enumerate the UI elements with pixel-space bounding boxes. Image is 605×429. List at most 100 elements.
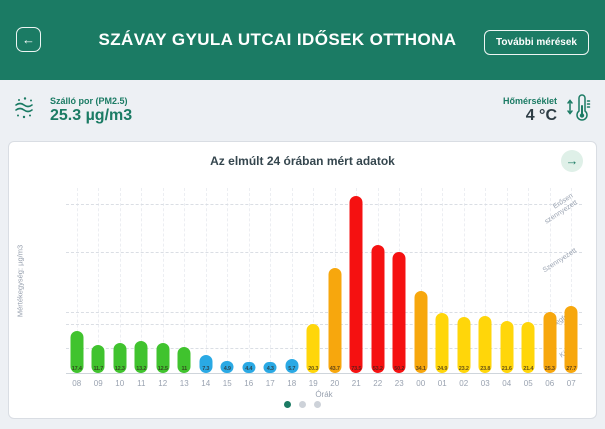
bar-column: 4.3 17: [260, 188, 282, 388]
bar-value-label: 73.5: [351, 365, 362, 372]
bar-19[interactable]: 20.3: [306, 324, 320, 373]
x-axis-tick-label: 17: [265, 379, 275, 388]
pagination-dot-3[interactable]: [314, 401, 321, 408]
x-axis-tick-label: 08: [72, 379, 82, 388]
pagination-dot-1[interactable]: [284, 401, 291, 408]
vertical-gridline: [463, 188, 465, 373]
bar-22[interactable]: 53.2: [371, 245, 385, 373]
chart-card-header: Az elmúlt 24 órában mért adatok →: [9, 142, 596, 180]
vertical-gridline: [528, 188, 530, 373]
bar-16[interactable]: 4.4: [242, 362, 256, 373]
gridline: [66, 348, 582, 349]
bar-column: 21.6 04: [496, 188, 518, 388]
bar-17[interactable]: 4.3: [263, 362, 277, 373]
vertical-gridline: [571, 188, 573, 373]
page-title: SZÁVAY GYULA UTCAI IDŐSEK OTTHONA: [98, 30, 457, 49]
bar-value-label: 11: [181, 365, 188, 372]
vertical-gridline: [162, 188, 164, 373]
bar-08[interactable]: 17.4: [70, 331, 84, 373]
bar-value-label: 23.8: [480, 365, 491, 372]
x-axis-tick-label: 04: [502, 379, 512, 388]
bar-07[interactable]: 27.7: [564, 306, 578, 373]
bar-23[interactable]: 50.2: [392, 252, 406, 373]
x-axis-tick-label: 18: [287, 379, 297, 388]
gridline: [66, 252, 582, 253]
pm-value: 25.3 µg/m3: [50, 106, 133, 124]
bar-value-label: 4.4: [245, 365, 253, 372]
bar-10[interactable]: 12.3: [113, 343, 127, 373]
vertical-gridline: [205, 188, 207, 373]
pm-label: Szálló por (PM2.5): [50, 95, 128, 106]
x-axis-tick-label: 19: [308, 379, 318, 388]
bar-20[interactable]: 43.7: [328, 268, 342, 373]
more-measurements-button[interactable]: További mérések: [484, 30, 589, 55]
bar-01[interactable]: 24.9: [435, 313, 449, 373]
vertical-gridline: [313, 188, 315, 373]
bar-13[interactable]: 11: [177, 347, 191, 373]
bar-18[interactable]: 5.7: [285, 359, 299, 373]
vertical-gridline: [506, 188, 508, 373]
bar-value-label: 12.3: [114, 365, 125, 372]
vertical-gridline: [119, 188, 121, 373]
bar-00[interactable]: 34.1: [414, 291, 428, 373]
bar-value-label: 5.7: [288, 365, 296, 372]
x-axis-tick-label: 09: [93, 379, 103, 388]
bar-02[interactable]: 23.2: [457, 317, 471, 373]
x-axis-tick-label: 06: [545, 379, 555, 388]
bar-value-label: 34.1: [415, 365, 426, 372]
bar-value-label: 20.3: [308, 365, 319, 372]
bar-21[interactable]: 73.5: [349, 196, 363, 373]
bar-value-label: 12.5: [157, 365, 168, 372]
x-axis-tick-label: 00: [416, 379, 426, 388]
vertical-gridline: [549, 188, 551, 373]
bar-value-label: 24.9: [437, 365, 448, 372]
x-axis-tick-label: 22: [373, 379, 383, 388]
bar-06[interactable]: 25.3: [543, 312, 557, 373]
gridline: [66, 324, 582, 325]
x-axis-tick-label: 02: [459, 379, 469, 388]
arrow-right-icon: →: [565, 153, 579, 168]
vertical-gridline: [248, 188, 250, 373]
next-chart-button[interactable]: →: [561, 150, 583, 172]
back-button[interactable]: ←: [16, 27, 41, 52]
chart-title: Az elmúlt 24 órában mért adatok: [210, 154, 395, 168]
bar-04[interactable]: 21.6: [500, 321, 514, 373]
vertical-gridline: [227, 188, 229, 373]
bar-03[interactable]: 23.8: [478, 316, 492, 373]
bar-value-label: 27.7: [566, 365, 577, 372]
bar-column: 17.4 08: [66, 188, 88, 388]
bar-value-label: 4.3: [266, 365, 274, 372]
bar-column: 7.3 14: [195, 188, 217, 388]
bar-columns: 17.4 08 11.7 09 12.3 10 13.2 11 12.5 12 11 13 7.3 14 4…: [66, 188, 582, 388]
x-axis-tick-label: 14: [201, 379, 211, 388]
metrics-bar: Szálló por (PM2.5) 25.3 µg/m3 Hőmérsékle…: [0, 80, 605, 140]
bar-11[interactable]: 13.2: [134, 341, 148, 373]
bar-column: 5.7 18: [281, 188, 303, 388]
bar-column: 50.2 23: [389, 188, 411, 388]
thermometer-icon: [565, 93, 591, 128]
bar-15[interactable]: 4.9: [220, 361, 234, 373]
bar-value-label: 23.2: [458, 365, 469, 372]
app-header: ← SZÁVAY GYULA UTCAI IDŐSEK OTTHONA Tová…: [0, 0, 605, 80]
bar-05[interactable]: 21.4: [521, 322, 535, 373]
bar-column: 11.7 09: [88, 188, 110, 388]
bar-column: 12.5 12: [152, 188, 174, 388]
x-axis-title: Órák: [315, 390, 333, 399]
x-axis-tick-label: 01: [437, 379, 447, 388]
x-axis-tick-label: 20: [330, 379, 340, 388]
bar-value-label: 50.2: [394, 365, 405, 372]
pm-metric: Szálló por (PM2.5) 25.3 µg/m3: [14, 95, 132, 126]
bar-12[interactable]: 12.5: [156, 343, 170, 373]
bar-column: 4.9 15: [217, 188, 239, 388]
vertical-gridline: [291, 188, 293, 373]
pagination-dots: [9, 401, 596, 408]
vertical-gridline: [270, 188, 272, 373]
x-axis-tick-label: 21: [351, 379, 361, 388]
bar-09[interactable]: 11.7: [91, 345, 105, 373]
x-axis-tick-label: 05: [523, 379, 533, 388]
bar-value-label: 17.4: [71, 365, 82, 372]
pagination-dot-2[interactable]: [299, 401, 306, 408]
bar-14[interactable]: 7.3: [199, 355, 213, 373]
vertical-gridline: [98, 188, 100, 373]
bar-value-label: 43.7: [329, 365, 340, 372]
